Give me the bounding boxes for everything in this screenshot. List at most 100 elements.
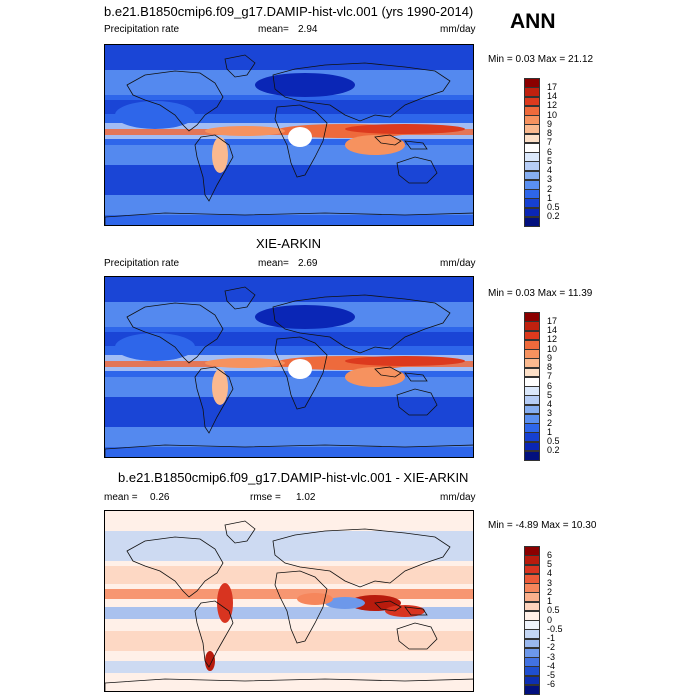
panel3-colorbar: [524, 546, 540, 695]
colorbar-level-label: 3: [547, 577, 553, 588]
field-band: [105, 100, 473, 114]
field-feature: [297, 593, 333, 605]
colorbar-level-label: 14: [547, 91, 558, 101]
panel3-mean-value: 0.26: [150, 492, 170, 503]
field-band: [105, 332, 473, 346]
colorbar-level-label: 0.5: [547, 605, 560, 616]
coastline: [396, 156, 438, 184]
colorbar-level-label: 3: [547, 174, 553, 185]
panel1-minmax: Min = 0.03 Max = 21.12: [488, 54, 594, 65]
panel1-variable-label: Precipitation rate: [104, 24, 180, 35]
panel1-mean-label: mean=: [258, 24, 289, 35]
panel3-units: mm/day: [440, 492, 476, 503]
panel2-mean-label: mean=: [258, 258, 289, 269]
season-label: ANN: [510, 10, 556, 33]
colorbar-level-label: 0.2: [547, 445, 560, 456]
field-band: [105, 45, 473, 70]
colorbar-level-label: -5: [547, 670, 556, 680]
coastline: [224, 520, 256, 544]
colorbar-swatch: [524, 450, 540, 461]
field-feature: [255, 305, 355, 329]
panel2-map: [104, 276, 474, 458]
colorbar-level-label: 14: [547, 325, 558, 335]
coastline: [272, 294, 451, 354]
coastline: [105, 212, 473, 225]
coastline: [126, 302, 224, 364]
colorbar-level-label: 4: [547, 399, 553, 409]
panel3-rmse-value: 1.02: [296, 492, 316, 503]
panel2-colorbar: [524, 312, 540, 461]
colorbar-level-label: 4: [547, 568, 553, 579]
colorbar-level-label: 2: [547, 417, 553, 428]
colorbar-level-label: 7: [547, 371, 553, 382]
field-feature: [255, 73, 355, 97]
world-map-icon: [105, 45, 473, 225]
colorbar-level-label: 0: [547, 614, 553, 625]
field-feature: [345, 356, 465, 366]
colorbar-level-label: 3: [547, 408, 553, 419]
colorbar-level-label: -1: [547, 633, 556, 643]
field-feature: [217, 583, 233, 623]
colorbar-level-label: -0.5: [547, 623, 563, 634]
colorbar-level-label: 2: [547, 586, 553, 597]
colorbar-level-label: 2: [547, 183, 553, 194]
colorbar-level-label: 10: [547, 109, 558, 120]
colorbar-level-label: 8: [547, 362, 553, 372]
field-feature: [212, 137, 228, 173]
coastline: [274, 336, 328, 410]
panel3-map: [104, 510, 474, 692]
panel2-minmax: Min = 0.03 Max = 11.39: [488, 288, 593, 299]
colorbar-level-label: 0.2: [547, 211, 560, 222]
field-band: [105, 277, 473, 302]
field-feature: [288, 359, 312, 379]
coastline: [105, 444, 473, 457]
colorbar-level-label: 17: [547, 315, 558, 326]
field-feature: [345, 135, 405, 155]
panel3-minmax: Min = -4.89 Max = 10.30: [488, 520, 597, 531]
field-feature: [115, 333, 195, 361]
colorbar-level-label: 12: [547, 334, 558, 345]
coastline: [272, 62, 451, 122]
world-map-icon: [105, 511, 473, 691]
panel3-mean-label: mean =: [104, 492, 138, 503]
plot-title: b.e21.B1850cmip6.f09_g17.DAMIP-hist-vlc.…: [104, 4, 474, 19]
panel2-variable-label: Precipitation rate: [104, 258, 180, 269]
colorbar-level-label: 1: [547, 596, 553, 606]
coastline: [194, 134, 234, 202]
panel3-rmse-label: rmse =: [250, 492, 281, 503]
colorbar-level-label: 6: [547, 146, 553, 157]
field-feature: [205, 358, 285, 368]
coastline: [374, 366, 428, 382]
field-feature: [115, 101, 195, 129]
coastline: [224, 54, 256, 78]
colorbar-level-label: 9: [547, 118, 553, 129]
colorbar-level-label: -6: [547, 679, 556, 690]
field-band: [105, 566, 473, 584]
coastline: [194, 366, 234, 434]
colorbar-level-label: -2: [547, 642, 556, 653]
coastline: [272, 528, 451, 588]
coastline: [396, 622, 438, 650]
coastline: [194, 600, 234, 668]
panel3-title: b.e21.B1850cmip6.f09_g17.DAMIP-hist-vlc.…: [118, 470, 469, 485]
colorbar-swatch: [524, 216, 540, 227]
field-feature: [212, 369, 228, 405]
panel2-mean-value: 2.69: [298, 258, 318, 269]
field-band: [105, 631, 473, 651]
field-feature: [325, 597, 365, 609]
field-band: [105, 195, 473, 215]
colorbar-level-label: 4: [547, 165, 553, 175]
colorbar-level-label: 8: [547, 128, 553, 138]
colorbar-level-label: 7: [547, 137, 553, 148]
colorbar-level-label: -3: [547, 651, 556, 662]
colorbar-level-label: 12: [547, 100, 558, 111]
coastline: [274, 570, 328, 644]
field-band: [105, 661, 473, 673]
colorbar-level-label: 5: [547, 389, 553, 400]
panel1-mean-value: 2.94: [298, 24, 318, 35]
field-feature: [205, 651, 215, 671]
colorbar-level-label: 17: [547, 81, 558, 92]
world-map-icon: [105, 277, 473, 457]
colorbar-level-label: 6: [547, 380, 553, 391]
field-feature: [345, 367, 405, 387]
